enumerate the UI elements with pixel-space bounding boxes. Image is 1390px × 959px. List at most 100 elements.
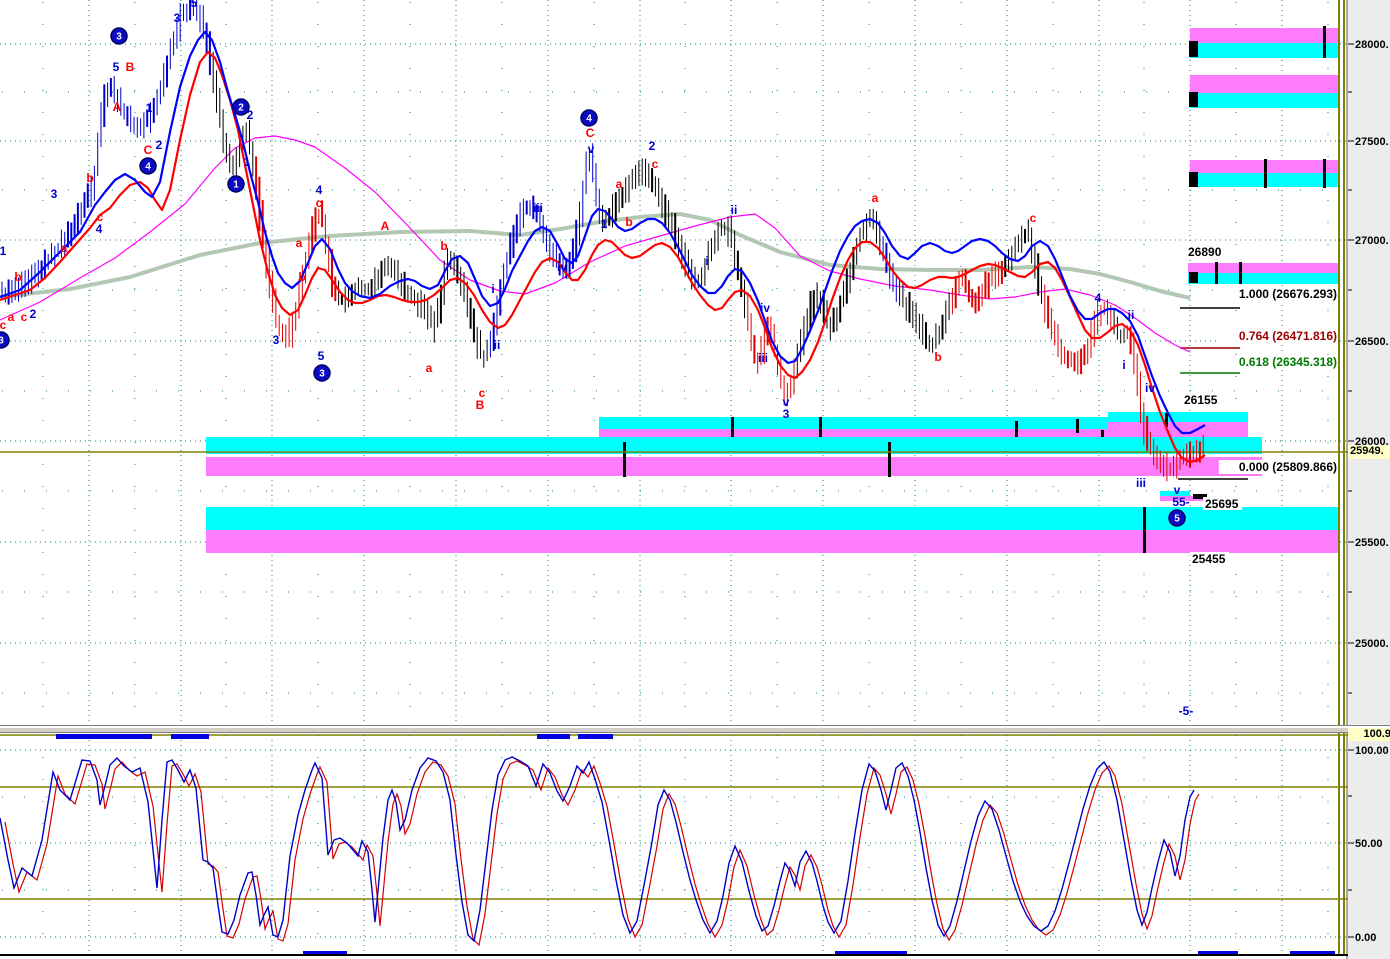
wave-circle-3 xyxy=(313,364,331,382)
svg-text:3: 3 xyxy=(0,336,4,347)
svg-text:25695: 25695 xyxy=(1205,497,1239,511)
candlestick-series xyxy=(1,0,1204,482)
svg-text:0.764 (26471.816): 0.764 (26471.816) xyxy=(1239,329,1337,343)
svg-text:iii: iii xyxy=(758,351,768,365)
svg-text:3: 3 xyxy=(783,407,790,421)
svg-text:i: i xyxy=(491,282,494,296)
svg-text:c: c xyxy=(652,157,659,171)
svg-text:b: b xyxy=(440,239,447,253)
svg-text:c: c xyxy=(479,386,486,400)
svg-text:b: b xyxy=(298,270,305,284)
svg-text:0.00: 0.00 xyxy=(1355,932,1376,944)
svg-text:55-: 55- xyxy=(1172,495,1189,509)
green-ma-line xyxy=(0,212,1191,300)
svg-text:i: i xyxy=(705,254,708,268)
svg-text:26890: 26890 xyxy=(1188,245,1222,259)
wave-circle-3 xyxy=(0,331,10,349)
svg-text:a: a xyxy=(8,310,15,324)
svg-text:50.00: 50.00 xyxy=(1355,838,1383,850)
svg-text:26500.: 26500. xyxy=(1355,336,1389,348)
svg-text:a: a xyxy=(616,177,623,191)
wave-circle-4 xyxy=(139,157,157,175)
svg-text:5: 5 xyxy=(1174,514,1180,525)
panel-separator[interactable] xyxy=(0,725,1390,733)
svg-text:1: 1 xyxy=(601,217,608,231)
svg-text:3: 3 xyxy=(273,333,280,347)
svg-text:1: 1 xyxy=(0,244,7,258)
supply-demand-zones xyxy=(206,26,1340,553)
svg-text:B: B xyxy=(126,60,135,74)
svg-text:3: 3 xyxy=(174,11,181,25)
svg-text:4: 4 xyxy=(1095,291,1102,305)
wave-circle-2 xyxy=(232,98,250,116)
svg-text:ii: ii xyxy=(1128,308,1135,322)
svg-text:25500.: 25500. xyxy=(1355,537,1389,549)
svg-text:iv: iv xyxy=(760,301,770,315)
oscillator-axis[interactable]: 100.00 50.00 0.00 xyxy=(1348,745,1389,944)
oscillator-bottom-border xyxy=(0,954,1348,956)
price-axis-background xyxy=(1348,0,1390,959)
main-grid xyxy=(0,0,1348,725)
svg-text:c: c xyxy=(316,196,323,210)
svg-text:100.00: 100.00 xyxy=(1355,745,1389,757)
svg-text:4: 4 xyxy=(96,222,103,236)
magenta-ma-line xyxy=(0,135,1191,353)
svg-text:c: c xyxy=(97,210,104,224)
svg-text:2: 2 xyxy=(247,108,254,122)
red-ma-line xyxy=(0,50,1206,464)
svg-text:0.000 (25809.866): 0.000 (25809.866) xyxy=(1239,460,1337,474)
wave-circle-5 xyxy=(1168,509,1186,527)
wave-circle-1 xyxy=(227,175,245,193)
svg-text:C: C xyxy=(586,126,595,140)
svg-text:i: i xyxy=(1122,358,1125,372)
svg-text:b: b xyxy=(86,171,93,185)
price-axis[interactable]: 28000.27500.27000.26500.26000.25500.2500… xyxy=(1348,39,1389,694)
svg-text:b: b xyxy=(625,215,632,229)
svg-text:3: 3 xyxy=(116,32,122,43)
svg-text:c: c xyxy=(0,318,7,332)
current-price-box: 25949. xyxy=(1348,445,1390,459)
svg-text:5: 5 xyxy=(191,0,198,10)
fibonacci-levels: 1.000 (26676.293) 0.764 (26471.816) 0.618 … xyxy=(1178,287,1337,480)
svg-text:ii: ii xyxy=(731,203,738,217)
svg-text:25455: 25455 xyxy=(1192,552,1226,566)
oscillator-signal-dashes xyxy=(56,734,1335,956)
svg-text:v: v xyxy=(783,395,790,409)
svg-text:C: C xyxy=(144,143,153,157)
svg-text:26155: 26155 xyxy=(1184,393,1218,407)
svg-text:3: 3 xyxy=(319,369,325,380)
blue-ma-line xyxy=(0,30,1206,435)
svg-text:1: 1 xyxy=(233,180,239,191)
fast-ma-lines xyxy=(0,30,1206,464)
wave-circle-3 xyxy=(110,27,128,45)
svg-text:ii: ii xyxy=(494,338,501,352)
svg-text:iii: iii xyxy=(533,201,543,215)
svg-text:5: 5 xyxy=(318,349,325,363)
oscillator-blue-line xyxy=(0,756,1195,943)
chart-frame xyxy=(1338,0,1348,959)
svg-text:1: 1 xyxy=(244,155,251,169)
slow-ma-lines xyxy=(0,135,1191,353)
oscillator-lines xyxy=(0,756,1200,947)
svg-text:-5-: -5- xyxy=(1179,704,1194,718)
oscillator-value-box: 100.9 xyxy=(1348,728,1390,741)
svg-text:2: 2 xyxy=(156,138,163,152)
svg-text:iv: iv xyxy=(557,260,567,274)
svg-text:2: 2 xyxy=(30,307,37,321)
svg-text:28000.: 28000. xyxy=(1355,39,1389,51)
oscillator-red-line xyxy=(4,760,1200,947)
wave-circle-4 xyxy=(580,109,598,127)
svg-text:iii: iii xyxy=(1136,476,1146,490)
svg-text:a: a xyxy=(872,191,879,205)
svg-text:c: c xyxy=(21,310,28,324)
svg-text:5: 5 xyxy=(113,60,120,74)
svg-text:4: 4 xyxy=(586,114,592,125)
svg-text:b: b xyxy=(934,350,941,364)
svg-text:4: 4 xyxy=(145,162,151,173)
svg-text:a: a xyxy=(426,361,433,375)
svg-text:A: A xyxy=(381,219,390,233)
